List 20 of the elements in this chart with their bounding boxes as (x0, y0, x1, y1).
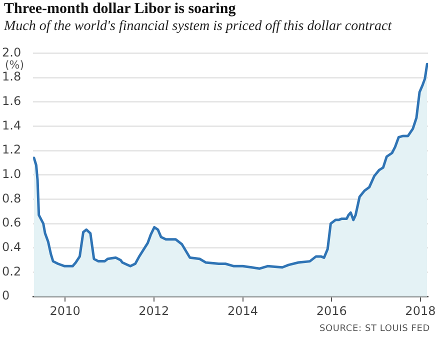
y-tick-label: 1.6 (2, 94, 22, 108)
x-tick-label: 2018 (405, 304, 436, 318)
y-tick-label: 0.8 (2, 191, 22, 206)
x-tick-label: 2016 (316, 304, 347, 318)
chart-subtitle: Much of the world's financial system is priced off this dollar contract (4, 19, 392, 35)
y-tick-label: 0 (2, 288, 10, 303)
x-tick-label: 2014 (227, 304, 258, 318)
y-tick-label: 1.8 (2, 70, 22, 84)
y-tick-label: 1.0 (2, 167, 22, 182)
chart-title: Three-month dollar Libor is soaring (4, 1, 236, 18)
x-tick-label: 2012 (138, 304, 170, 318)
y-axis-title: (%) (5, 58, 24, 72)
source-note: SOURCE: ST LOUIS FED (319, 324, 430, 334)
y-tick-label: 1.4 (2, 118, 22, 132)
y-tick-label: 0.4 (2, 240, 22, 254)
y-tick-label: 1.2 (2, 142, 22, 157)
x-tick-label: 2010 (50, 304, 80, 318)
y-tick-label: 0.6 (2, 216, 22, 230)
y-tick-label: 2.0 (2, 45, 22, 60)
y-tick-label: 0.2 (2, 264, 22, 278)
